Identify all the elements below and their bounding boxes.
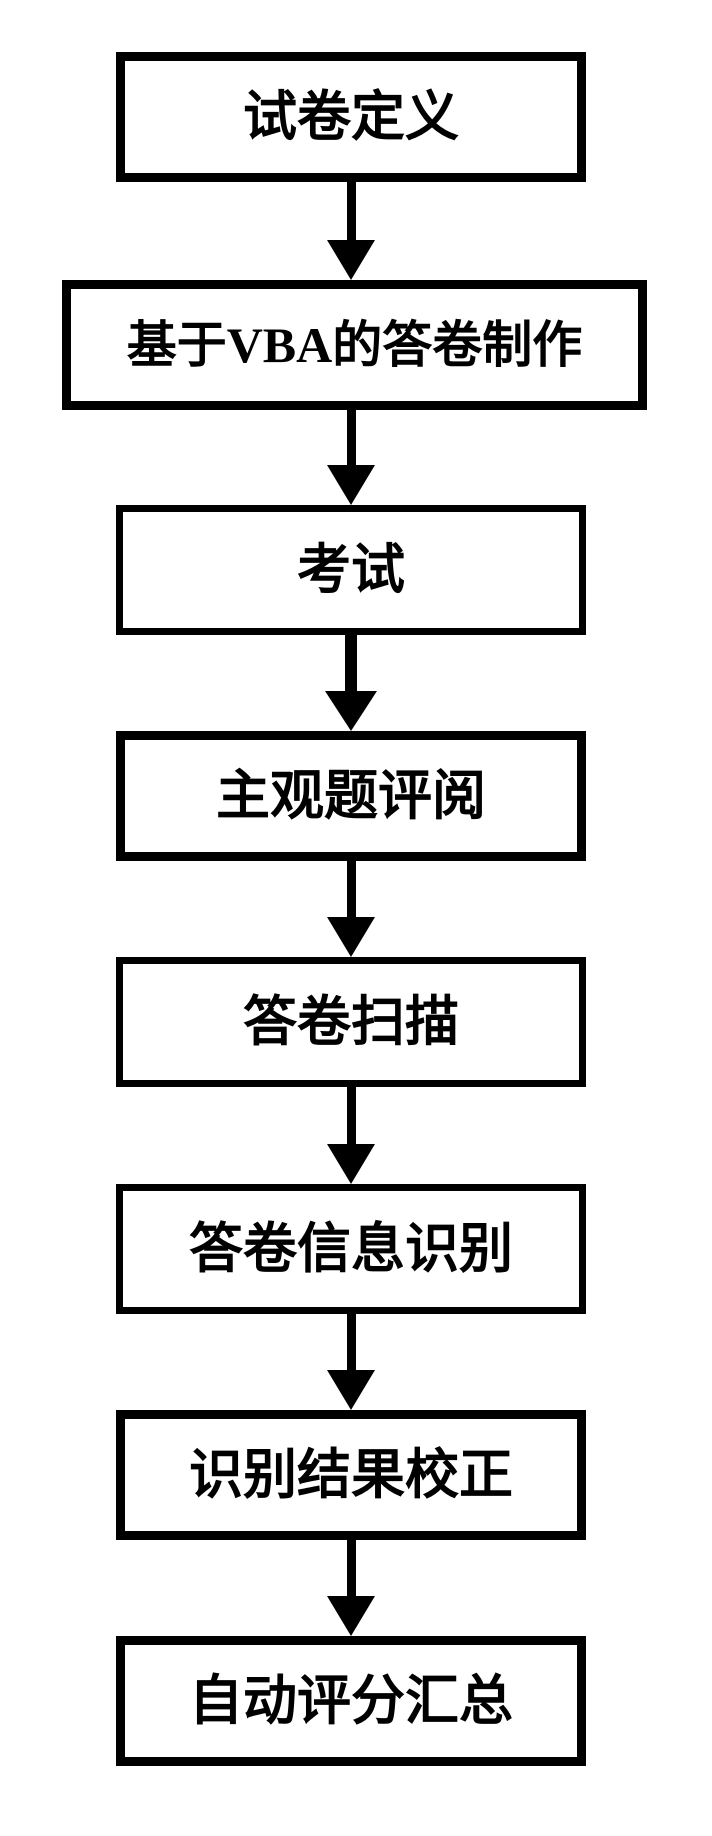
arrow-shaft <box>347 410 356 465</box>
arrow-shaft <box>345 635 357 691</box>
flow-node-3: 考试 <box>116 505 586 635</box>
flow-arrow-2 <box>327 410 375 505</box>
flowchart-container: 试卷定义基于VBA的答卷制作考试主观题评阅答卷扫描答卷信息识别识别结果校正自动评… <box>0 0 712 1836</box>
flow-arrow-6 <box>327 1314 375 1410</box>
flow-node-7: 识别结果校正 <box>116 1410 586 1540</box>
arrow-shaft <box>347 1314 356 1370</box>
arrow-shaft <box>347 1540 356 1596</box>
flow-arrow-5 <box>327 1087 375 1184</box>
arrow-head-icon <box>327 465 375 505</box>
arrow-head-icon <box>327 1596 375 1636</box>
flow-node-8: 自动评分汇总 <box>116 1636 586 1766</box>
flow-node-label: 主观题评阅 <box>216 769 486 823</box>
flow-arrow-3 <box>325 635 377 731</box>
flow-node-label: 试卷定义 <box>243 90 459 144</box>
arrow-head-icon <box>327 917 375 957</box>
flow-node-2: 基于VBA的答卷制作 <box>62 280 647 410</box>
flow-node-label: 自动评分汇总 <box>189 1674 513 1728</box>
arrow-head-icon <box>327 1144 375 1184</box>
arrow-shaft <box>347 182 356 240</box>
flow-node-label: 答卷扫描 <box>243 995 459 1049</box>
arrow-head-icon <box>325 691 377 731</box>
flow-arrow-7 <box>327 1540 375 1636</box>
flow-node-4: 主观题评阅 <box>116 731 586 861</box>
flow-node-6: 答卷信息识别 <box>116 1184 586 1314</box>
flow-node-5: 答卷扫描 <box>116 957 586 1087</box>
arrow-head-icon <box>327 240 375 280</box>
flow-node-label: 考试 <box>297 543 405 597</box>
arrow-head-icon <box>327 1370 375 1410</box>
flow-node-1: 试卷定义 <box>116 52 586 182</box>
flow-arrow-4 <box>327 861 375 957</box>
flow-node-label: 识别结果校正 <box>189 1448 513 1502</box>
flow-node-label: 答卷信息识别 <box>189 1222 513 1276</box>
flow-arrow-1 <box>327 182 375 280</box>
arrow-shaft <box>347 1087 356 1144</box>
arrow-shaft <box>347 861 356 917</box>
flow-node-label: 基于VBA的答卷制作 <box>127 320 583 370</box>
